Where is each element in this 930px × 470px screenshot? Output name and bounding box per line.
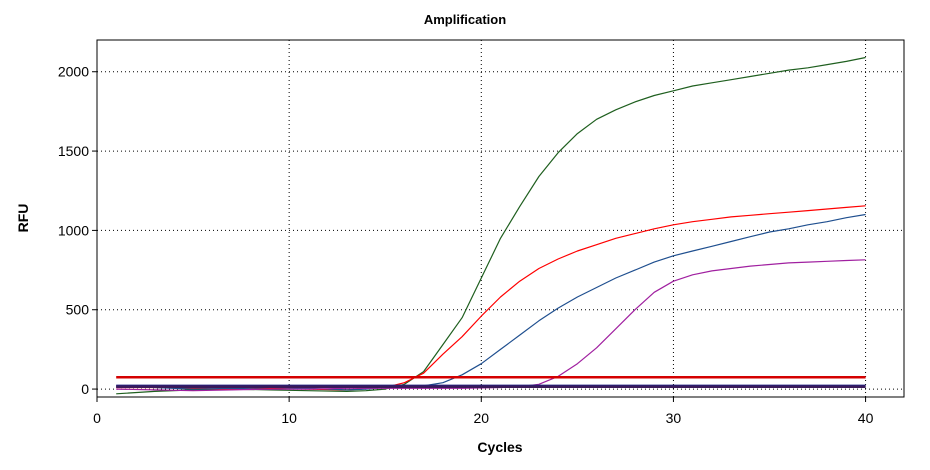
y-tick-label: 1500 (58, 143, 89, 159)
x-tick-label: 0 (93, 410, 101, 426)
y-tick-label: 1000 (58, 222, 89, 238)
series-group (116, 56, 866, 395)
y-axis-label: RFU (15, 204, 31, 233)
x-tick-label: 10 (281, 410, 297, 426)
y-tick-label: 0 (81, 381, 89, 397)
chart-title: Amplification (424, 12, 506, 27)
amplification-curve-1 (116, 205, 866, 391)
x-axis-ticks: 0 10 20 30 40 (93, 397, 874, 426)
x-tick-label: 40 (858, 410, 874, 426)
x-tick-label: 30 (666, 410, 682, 426)
y-axis-ticks: 0 500 1000 1500 2000 (58, 64, 97, 397)
x-tick-label: 20 (473, 410, 489, 426)
grid (97, 40, 904, 397)
amplification-curve-0 (116, 56, 866, 395)
x-axis-label: Cycles (477, 439, 522, 455)
plot-border (96, 39, 905, 398)
y-tick-label: 500 (66, 302, 90, 318)
y-tick-label: 2000 (58, 64, 89, 80)
amplification-curve-2 (116, 213, 866, 391)
amplification-curve-3 (116, 259, 866, 392)
